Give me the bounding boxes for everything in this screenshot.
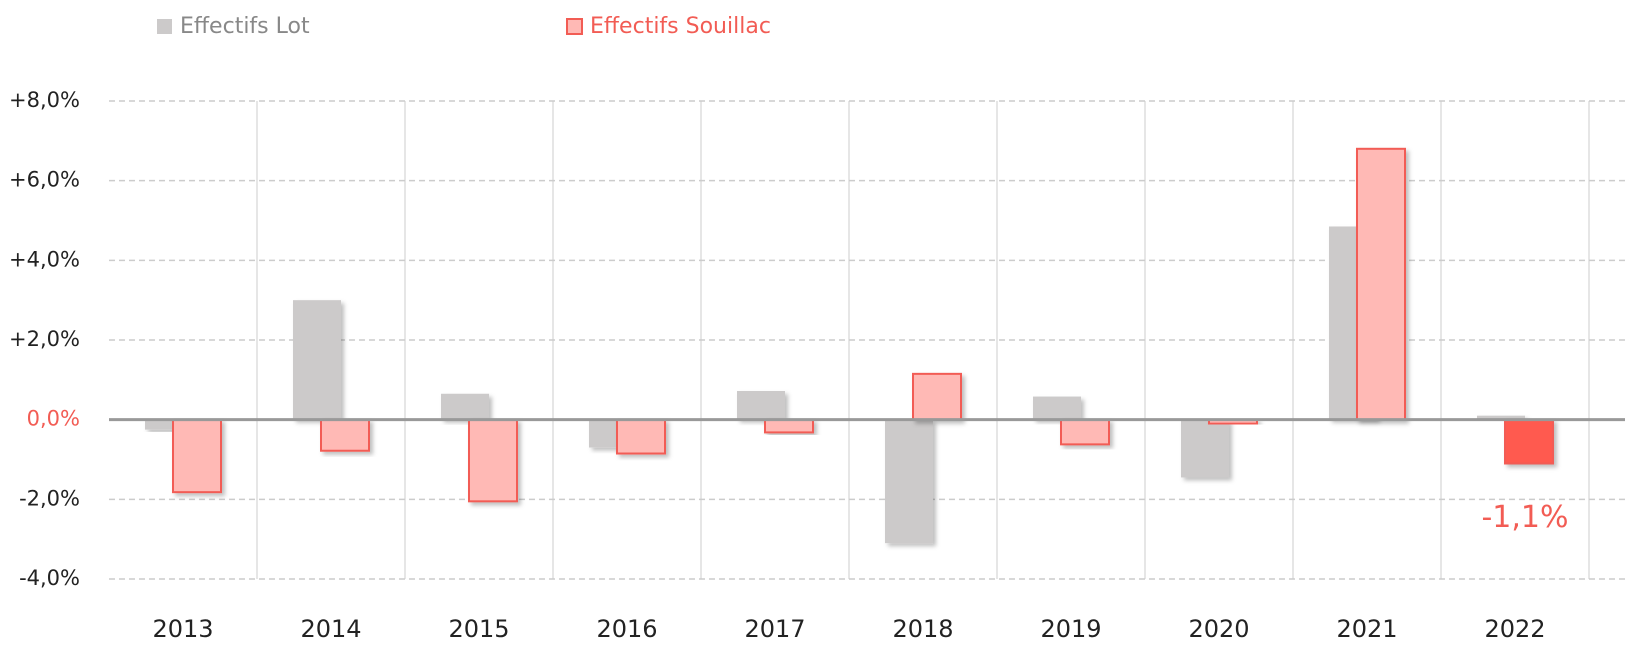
bar	[320, 418, 370, 452]
y-tick-label: -4,0%	[19, 566, 80, 590]
x-tick-label: 2016	[596, 615, 657, 643]
bar	[1033, 396, 1081, 420]
bar	[1477, 415, 1525, 420]
bar	[1504, 418, 1554, 465]
legend-swatch	[566, 18, 583, 35]
x-tick-label: 2021	[1336, 615, 1397, 643]
y-tick-label: 0,0%	[27, 407, 80, 431]
bar	[293, 300, 341, 420]
bar	[172, 418, 222, 494]
x-tick-label: 2017	[744, 615, 805, 643]
y-tick-label: -2,0%	[19, 486, 80, 510]
x-tick-label: 2022	[1484, 615, 1545, 643]
y-tick-label: +6,0%	[9, 168, 80, 192]
data-label: -1,1%	[1481, 500, 1568, 535]
x-tick-label: 2014	[300, 615, 361, 643]
bar	[1356, 147, 1406, 421]
y-tick-label: +8,0%	[9, 88, 80, 112]
bar	[912, 372, 962, 421]
bar	[764, 418, 814, 434]
y-tick-label: +4,0%	[9, 247, 80, 271]
y-tick-label: +2,0%	[9, 327, 80, 351]
bar	[468, 418, 518, 503]
bar	[616, 418, 666, 455]
bar	[145, 419, 193, 430]
x-tick-label: 2019	[1040, 615, 1101, 643]
bar	[1181, 419, 1229, 478]
x-tick-label: 2020	[1188, 615, 1249, 643]
bar	[1060, 418, 1110, 446]
bar	[737, 390, 785, 420]
legend-swatch	[157, 19, 172, 34]
legend-label: Effectifs Souillac	[590, 14, 771, 39]
x-tick-label: 2013	[152, 615, 213, 643]
x-tick-label: 2018	[892, 615, 953, 643]
bar	[885, 419, 933, 544]
x-tick-label: 2015	[448, 615, 509, 643]
bar	[441, 393, 489, 420]
legend-label: Effectifs Lot	[180, 14, 310, 39]
